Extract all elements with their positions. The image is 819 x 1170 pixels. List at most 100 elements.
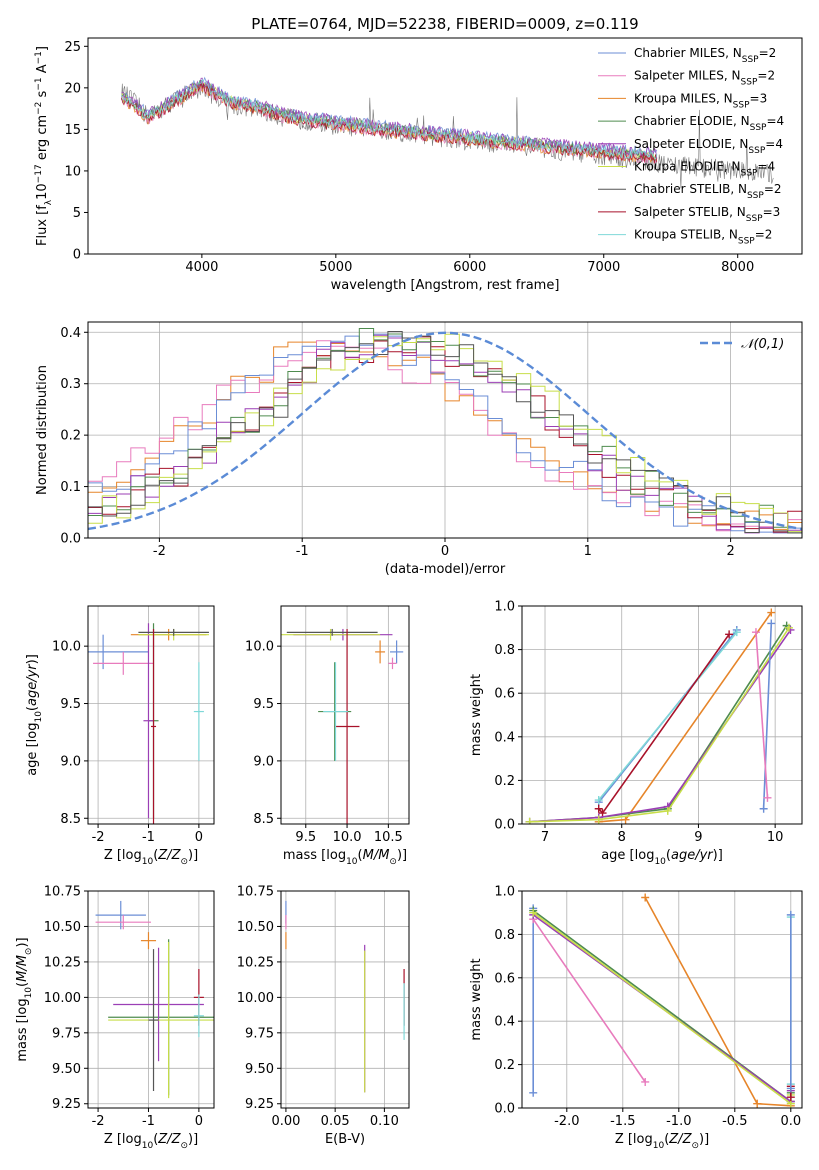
y-tick-label: 9.0 — [253, 754, 274, 769]
weight-marker — [763, 793, 772, 802]
weight-line — [755, 632, 769, 798]
age-mass-panel: 9.5 10.0 10.5 8.5 9.0 9.5 10.0 mass [log10(M/M⊙… — [245, 605, 410, 867]
x-tick-label: 10.0 — [333, 830, 362, 845]
legend-entry: Chabrier STELIB, NSSP=2 — [634, 182, 782, 201]
x-tick-label: -1.5 — [610, 1114, 635, 1129]
weight-marker — [767, 619, 776, 628]
y-tick-label: 10.50 — [237, 920, 274, 935]
x-tick-label: 9.5 — [295, 830, 316, 845]
legend-entry: Kroupa ELODIE, NSSP=4 — [634, 160, 775, 179]
plot-area — [281, 891, 409, 1108]
y-tick-label: 0.6 — [494, 971, 515, 986]
residual-histogram — [88, 333, 802, 534]
x-axis-label: mass [log10(M/M⊙)] — [283, 848, 407, 867]
mass-z-panel: -2 -1 0 9.25 9.50 9.75 10.00 10.25 10.50 10.75 Z [… — [15, 885, 215, 1151]
y-tick-label: 5 — [73, 206, 81, 221]
weight-marker — [529, 908, 538, 917]
axes-frame — [87, 37, 803, 255]
axes-frame — [521, 605, 803, 825]
weight-marker — [786, 1084, 795, 1093]
y-tick-label: 8.5 — [60, 812, 81, 827]
y-axis-label: mass weight — [469, 674, 484, 756]
y-tick-label: 9.25 — [245, 1097, 274, 1112]
x-tick-label: -1 — [142, 830, 155, 845]
weight-marker — [663, 806, 672, 815]
figure-title: PLATE=0764, MJD=52238, FIBERID=0009, z=0… — [251, 15, 638, 33]
plot-content — [88, 623, 209, 824]
residual-panel: -2 -1 0 1 2 0.0 0.1 0.2 0.3 0.4 𝒩(0,1) (data-model)… — [35, 321, 803, 577]
weight-marker — [529, 1088, 538, 1097]
weight-marker — [525, 817, 534, 824]
y-tick-label: 20 — [64, 81, 81, 96]
residual-histogram — [88, 334, 802, 534]
x-tick-label: -2 — [153, 544, 166, 559]
plot-content — [281, 628, 404, 824]
axes-frame — [280, 605, 410, 825]
y-tick-label: 10.25 — [237, 955, 274, 970]
weight-marker — [594, 796, 603, 805]
y-tick-label: 0.0 — [60, 532, 81, 547]
weight-marker — [784, 623, 793, 632]
x-axis-label: age [log10(age/yr)] — [601, 848, 723, 867]
x-tick-label: 4000 — [185, 260, 218, 275]
plot-content — [285, 900, 405, 1093]
y-axis-label: mass [log10(M/M⊙)] — [15, 937, 34, 1061]
y-tick-label: 0.2 — [494, 1058, 515, 1073]
x-axis-label: wavelength [Angstrom, rest frame] — [331, 278, 560, 293]
y-tick-label: 9.5 — [253, 697, 274, 712]
weight-age-panel: 7 8 9 10 0.0 0.2 0.4 0.6 0.8 1.0 age [log10(age/yr… — [469, 600, 803, 867]
axes-frame — [280, 890, 410, 1109]
x-tick-label: -2 — [92, 1114, 105, 1129]
x-tick-label: 1 — [584, 544, 592, 559]
y-tick-label: 10 — [64, 164, 81, 179]
y-tick-label: 0.2 — [60, 429, 81, 444]
y-axis-label: Normed distribution — [35, 365, 50, 495]
plot-content — [525, 608, 795, 824]
weight-line — [598, 631, 738, 801]
normal-curve — [88, 331, 802, 531]
weight-z-panel: -2.0 -1.5 -1.0 -0.5 0.0 0.0 0.2 0.4 0.6 0.8 1.0 Z [… — [469, 885, 803, 1151]
x-tick-label: 7 — [541, 830, 549, 845]
weight-marker — [725, 630, 734, 639]
y-tick-label: 9.5 — [60, 697, 81, 712]
weight-line — [762, 623, 773, 809]
y-tick-label: 1.0 — [494, 885, 515, 900]
weight-marker — [767, 608, 776, 617]
weight-marker — [594, 804, 603, 813]
y-tick-label: 10.25 — [44, 955, 81, 970]
y-tick-label: 0.4 — [494, 730, 515, 745]
weight-marker — [641, 893, 650, 902]
plot-area — [88, 891, 214, 1108]
weight-marker — [732, 628, 741, 637]
plot-content — [88, 328, 802, 534]
x-axis-label: (data-model)/error — [385, 562, 506, 577]
x-tick-label: 0.10 — [370, 1114, 399, 1129]
y-tick-label: 0.4 — [494, 1015, 515, 1030]
legend-label: 𝒩(0,1) — [741, 337, 784, 352]
spectrum-panel: 4000 5000 6000 7000 8000 0 5 10 15 20 25 Chabrier M… — [34, 37, 803, 293]
residual-histogram — [88, 341, 802, 530]
observed-spectrum — [121, 80, 774, 189]
y-tick-label: 1.0 — [494, 600, 515, 615]
x-tick-label: 8 — [618, 830, 626, 845]
legend-entry: Chabrier MILES, NSSP=2 — [634, 46, 776, 65]
x-tick-label: -1 — [142, 1114, 155, 1129]
x-axis-label: Z [log10(Z/Z⊙)] — [615, 1132, 709, 1151]
y-tick-label: 0.0 — [494, 818, 515, 833]
x-tick-label: 0 — [195, 830, 203, 845]
y-tick-label: 8.5 — [253, 812, 274, 827]
y-tick-label: 10.75 — [44, 885, 81, 900]
x-tick-label: -1.0 — [666, 1114, 691, 1129]
y-axis-label: Flux [fλ10−17 erg cm−2 s−1 A−1] — [34, 46, 54, 246]
legend-entry: Kroupa MILES, NSSP=3 — [634, 91, 767, 110]
y-tick-label: 0.3 — [60, 377, 81, 392]
weight-marker — [759, 804, 768, 813]
y-axis-label: mass weight — [469, 958, 484, 1040]
y-tick-label: 9.50 — [245, 1062, 274, 1077]
x-tick-label: 8000 — [721, 260, 754, 275]
y-axis-label: age [log10(age/yr)] — [25, 654, 44, 776]
x-tick-label: -2 — [92, 830, 105, 845]
x-tick-label: 0.00 — [271, 1114, 300, 1129]
weight-line — [529, 627, 790, 823]
axes-frame — [521, 890, 803, 1109]
